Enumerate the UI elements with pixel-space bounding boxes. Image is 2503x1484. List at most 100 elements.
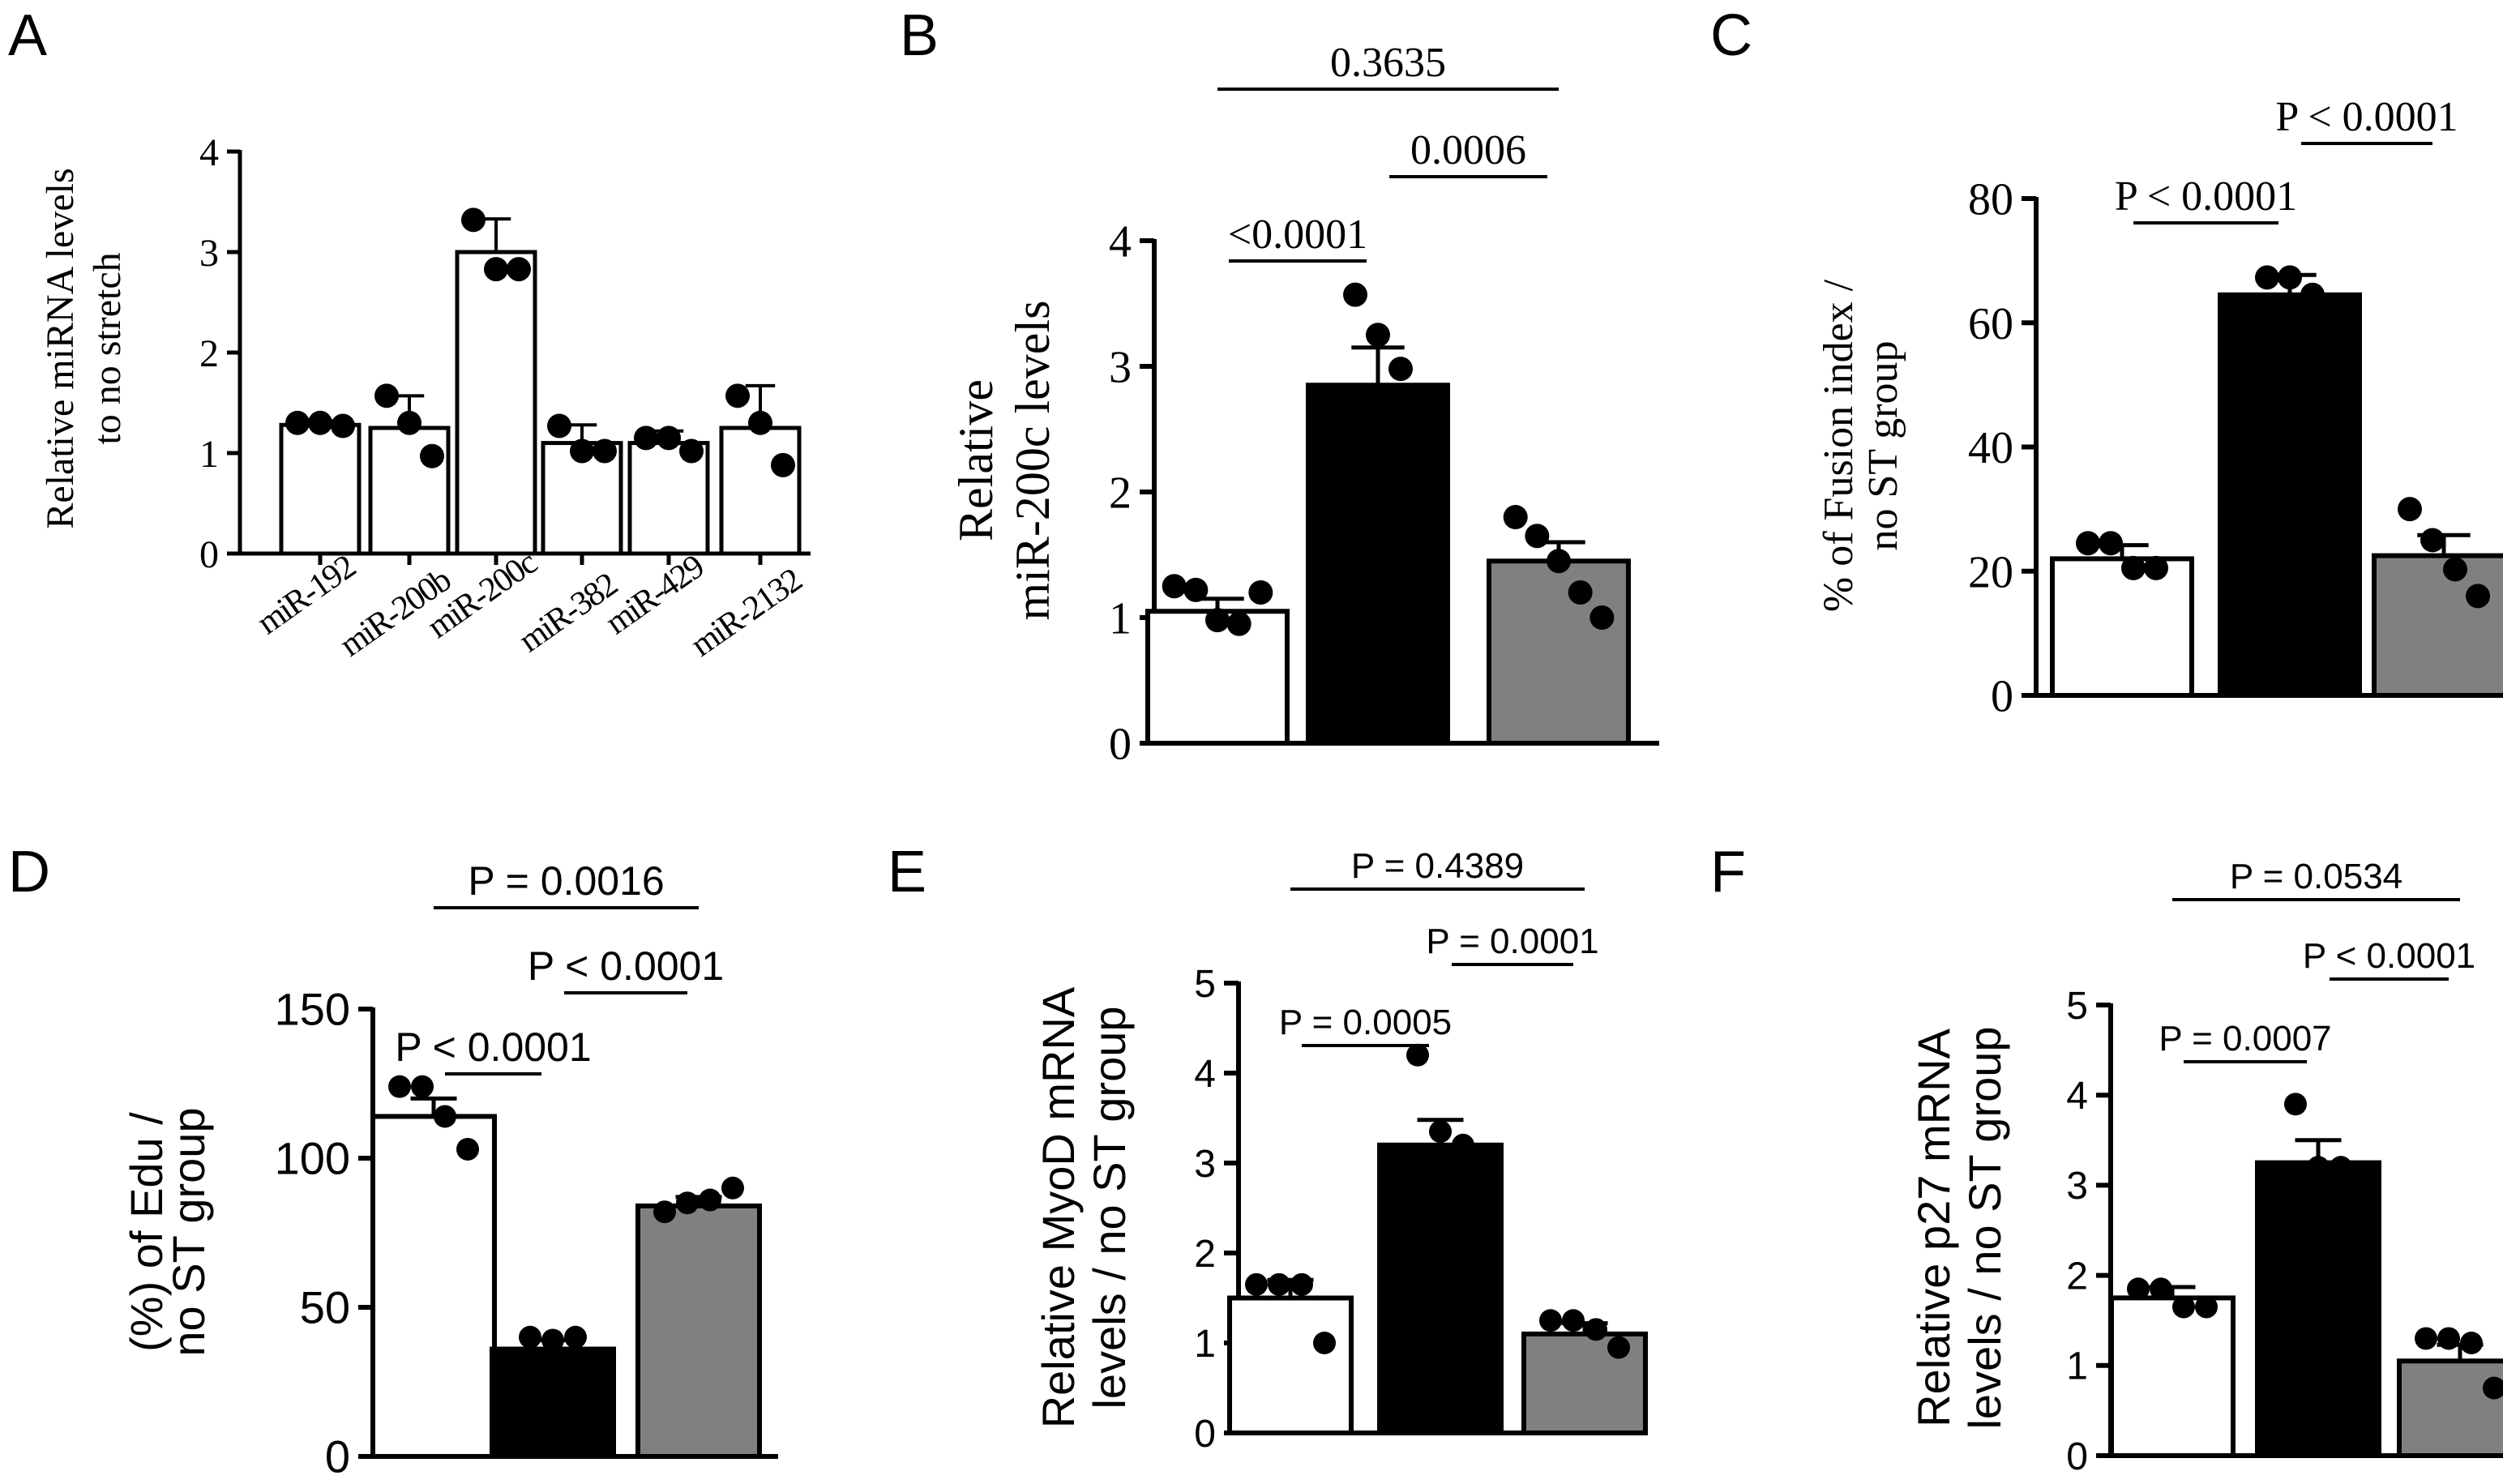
- panel-c: C 0 20 40 60 80 % of Fusion index /no ST group…: [1710, 3, 2503, 722]
- data-point: [2099, 531, 2123, 556]
- y-tick-label: 1: [1194, 1323, 1216, 1366]
- data-point: [634, 426, 658, 451]
- y-tick-label: 150: [275, 984, 350, 1035]
- y-tick-label: 1: [1109, 594, 1132, 644]
- data-point: [657, 426, 681, 451]
- panel-b: B 0 1 2 3 4 Relative miR-200c levels <0.0001 0.00…: [900, 3, 1659, 770]
- y-tick-label: 0: [199, 533, 219, 576]
- panel-d: D 0 50 100 150 (%) of Edu /no ST group P < 0.0…: [8, 840, 778, 1482]
- data-point: [2466, 584, 2490, 609]
- data-point: [1388, 357, 1413, 382]
- y-tick-label: 3: [1194, 1143, 1216, 1186]
- bar: [1227, 1295, 1354, 1435]
- data-point: [1343, 282, 1367, 307]
- y-tick-label: 2: [199, 332, 219, 375]
- y-tick-label: 1: [2066, 1345, 2088, 1388]
- bar: [455, 250, 537, 556]
- data-point: [2398, 497, 2422, 522]
- data-point: [2121, 555, 2146, 580]
- p-value-label: P = 0.4389: [1351, 846, 1524, 886]
- y-axis-label: Relative: [949, 379, 1003, 541]
- bar: [279, 422, 362, 556]
- data-point: [2278, 265, 2302, 290]
- data-point: [679, 438, 704, 464]
- y-tick-label: 80: [1968, 175, 2013, 225]
- data-point: [1568, 580, 1593, 605]
- bar: [2050, 556, 2194, 698]
- data-point: [331, 413, 355, 438]
- y-axis-label: to no stretch: [86, 252, 129, 444]
- data-point: [397, 410, 421, 435]
- panel-a: A 0 1 2 3 4 Relative miRNA levels to no stretch…: [8, 3, 811, 664]
- p-value-label: P = 0.0534: [2230, 857, 2402, 896]
- data-point: [420, 443, 444, 468]
- bar: [1521, 1331, 1648, 1436]
- bar: [2218, 292, 2362, 698]
- data-point: [2127, 1277, 2150, 1301]
- y-tick-label: 2: [1194, 1233, 1216, 1276]
- data-point: [2150, 1277, 2172, 1301]
- data-point: [1268, 1272, 1290, 1296]
- p-value-label: P = 0.0007: [2159, 1019, 2331, 1058]
- y-tick-label: 0: [1991, 672, 2013, 722]
- y-tick-label: 4: [1194, 1053, 1216, 1096]
- y-tick-label: 4: [2066, 1075, 2088, 1118]
- data-point: [507, 257, 531, 282]
- p-value-label: 0.3635: [1330, 40, 1446, 86]
- data-point: [1366, 323, 1390, 348]
- y-axis-label: (%) of Edu /: [121, 1112, 172, 1352]
- data-point: [1248, 580, 1273, 605]
- data-point: [1406, 1043, 1429, 1067]
- data-point: [676, 1191, 699, 1215]
- data-point: [2460, 1332, 2483, 1354]
- y-tick-label: 5: [1194, 963, 1216, 1006]
- data-point: [461, 207, 486, 233]
- y-axis-label: % of Fusion index /: [1816, 279, 1862, 612]
- data-point: [2300, 282, 2325, 307]
- y-tick-label: 50: [300, 1282, 350, 1333]
- p-value-label: P < 0.0001: [2303, 936, 2475, 976]
- panel-letter: F: [1710, 840, 1746, 905]
- panel-letter: E: [888, 840, 926, 905]
- data-point: [2483, 1376, 2503, 1400]
- data-point: [1525, 524, 1550, 549]
- data-point: [593, 438, 617, 464]
- y-axis-label: levels / no ST group: [1959, 1026, 2010, 1429]
- data-point: [2415, 1327, 2437, 1350]
- data-point: [1503, 505, 1528, 529]
- data-point: [2144, 555, 2168, 580]
- data-point: [1313, 1332, 1336, 1354]
- p-value-label: P < 0.0001: [528, 943, 724, 989]
- y-tick-label: 3: [199, 232, 219, 275]
- panel-letter: D: [8, 840, 50, 905]
- y-tick-label: 0: [1194, 1413, 1216, 1456]
- data-point: [1562, 1309, 1585, 1332]
- y-tick-label: 0: [2066, 1435, 2088, 1478]
- bar: [2397, 1358, 2503, 1458]
- data-point: [1547, 549, 1571, 574]
- data-point: [1429, 1120, 1452, 1144]
- y-tick-label: 40: [1968, 423, 2013, 473]
- data-point: [653, 1200, 676, 1224]
- data-point: [699, 1188, 721, 1212]
- y-axis-label: no ST group: [1860, 340, 1906, 550]
- data-point: [1539, 1309, 1562, 1332]
- data-point: [2330, 1156, 2352, 1179]
- data-point: [1205, 608, 1230, 633]
- data-point: [1590, 605, 1615, 630]
- p-value-label: P < 0.0001: [395, 1024, 591, 1070]
- y-tick-label: 20: [1968, 547, 2013, 597]
- y-tick-label: 2: [2066, 1255, 2088, 1298]
- data-point: [1290, 1272, 1313, 1296]
- data-point: [1162, 574, 1187, 599]
- panel-letter: B: [900, 3, 939, 68]
- data-point: [1183, 577, 1209, 602]
- data-point: [1585, 1318, 1607, 1341]
- bar: [1306, 383, 1450, 746]
- bar: [1377, 1142, 1504, 1436]
- bar: [1487, 558, 1631, 746]
- panel-letter: C: [1710, 3, 1752, 68]
- data-point: [411, 1075, 434, 1098]
- y-axis-label: levels / no ST group: [1084, 1006, 1135, 1409]
